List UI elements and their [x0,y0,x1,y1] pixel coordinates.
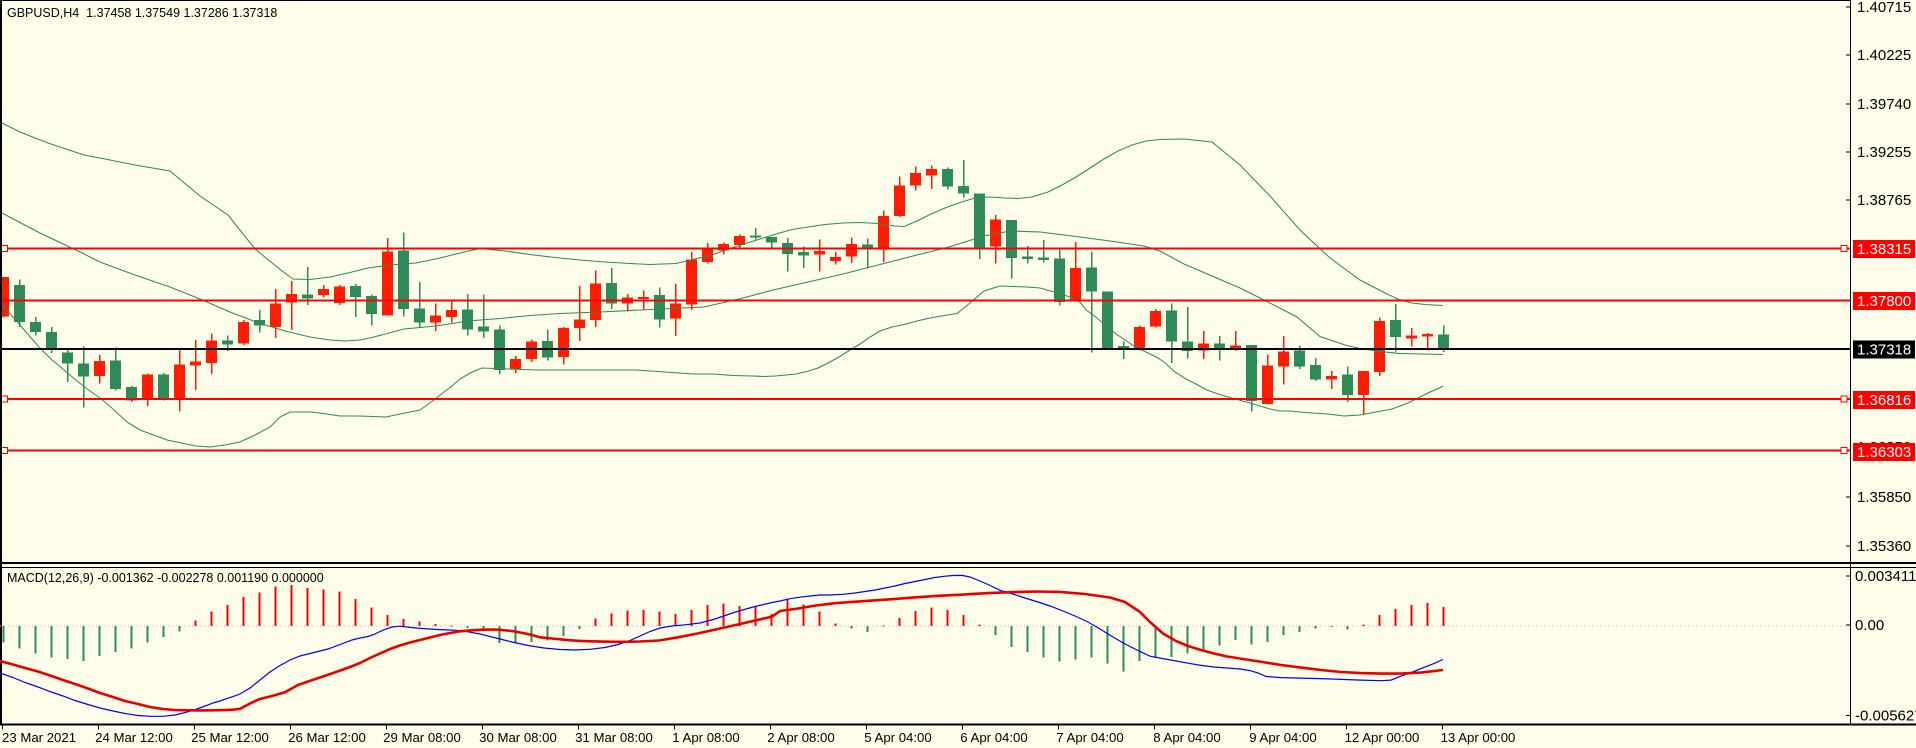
svg-text:7 Apr 04:00: 7 Apr 04:00 [1056,730,1123,745]
svg-text:12 Apr 00:00: 12 Apr 00:00 [1345,730,1420,745]
svg-text:31 Mar 08:00: 31 Mar 08:00 [575,730,653,745]
svg-text:8 Apr 04:00: 8 Apr 04:00 [1153,730,1220,745]
svg-text:24 Mar 12:00: 24 Mar 12:00 [95,730,173,745]
svg-text:9 Apr 04:00: 9 Apr 04:00 [1249,730,1316,745]
svg-text:29 Mar 08:00: 29 Mar 08:00 [383,730,461,745]
svg-text:1.35850: 1.35850 [1857,489,1911,506]
svg-text:0.003411: 0.003411 [1855,568,1916,585]
svg-text:1 Apr 08:00: 1 Apr 08:00 [672,730,739,745]
svg-text:26 Mar 12:00: 26 Mar 12:00 [288,730,366,745]
svg-text:GBPUSD,H4 1.37458 1.37549 1.3: GBPUSD,H4 1.37458 1.37549 1.37286 1.3731… [7,6,277,20]
svg-text:1.38315: 1.38315 [1857,241,1911,258]
svg-text:1.40225: 1.40225 [1857,47,1911,64]
svg-text:25 Mar 12:00: 25 Mar 12:00 [191,730,269,745]
svg-text:1.36303: 1.36303 [1857,444,1911,461]
svg-text:5 Apr 04:00: 5 Apr 04:00 [864,730,931,745]
svg-text:2 Apr 08:00: 2 Apr 08:00 [767,730,834,745]
svg-text:1.37318: 1.37318 [1857,342,1911,359]
svg-text:1.36816: 1.36816 [1857,392,1911,409]
svg-text:MACD(12,26,9) -0.001362 -0.002: MACD(12,26,9) -0.001362 -0.002278 0.0011… [7,571,324,585]
svg-text:6 Apr 04:00: 6 Apr 04:00 [960,730,1027,745]
svg-text:1.40715: 1.40715 [1857,0,1911,16]
svg-text:0.00: 0.00 [1855,617,1884,634]
svg-text:-0.005627: -0.005627 [1855,708,1916,725]
svg-text:1.39255: 1.39255 [1857,144,1911,161]
svg-text:1.35360: 1.35360 [1857,538,1911,555]
svg-text:23 Mar 2021: 23 Mar 2021 [2,730,76,745]
svg-text:1.37800: 1.37800 [1857,293,1911,310]
svg-text:1.38765: 1.38765 [1857,192,1911,209]
svg-text:13 Apr 00:00: 13 Apr 00:00 [1441,730,1516,745]
svg-text:30 Mar 08:00: 30 Mar 08:00 [479,730,557,745]
svg-text:1.39740: 1.39740 [1857,96,1911,113]
